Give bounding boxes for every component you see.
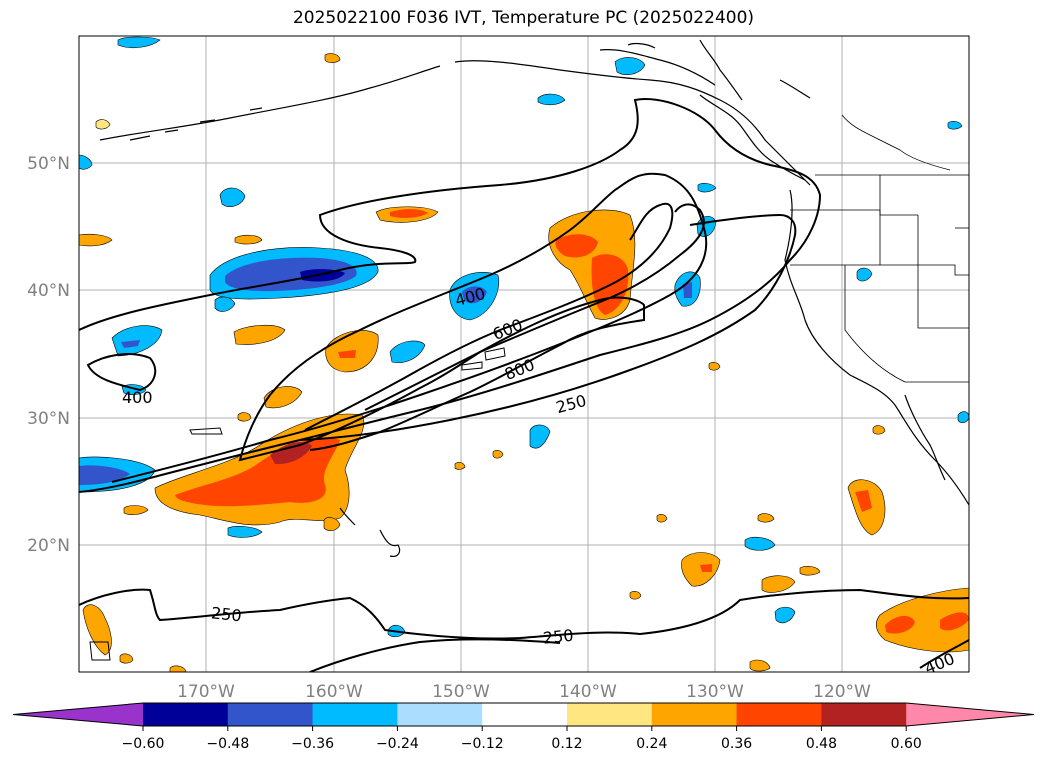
colorbar-segment [227,703,314,726]
colorbar-segment [312,703,398,726]
map-frame [79,36,969,672]
colorbar-segment [143,703,229,726]
islands [89,347,506,661]
colorbar-segment [736,703,822,726]
colorbar-tick-label: −0.24 [376,736,419,752]
colorbar-tick-label: −0.12 [461,736,504,752]
lon-label: 120°W [813,682,871,702]
colorbar-segment [821,703,907,726]
colorbar-tick-label: −0.36 [291,736,334,752]
colorbar-extend-high [906,703,1034,726]
ivt-contours [79,98,969,672]
contour-label: 250 [210,603,242,625]
gridlines [79,36,969,672]
colorbar-tick-label: 0.48 [806,736,837,752]
lon-label: 160°W [305,682,363,702]
lon-label: 130°W [686,682,744,702]
colorbar-extend-low [13,703,143,726]
lat-label: 30°N [27,409,70,429]
political-borders [790,114,969,383]
colorbar-tick-label: 0.24 [636,736,667,752]
contour-label: 400 [122,388,153,407]
colorbar-segment [397,703,483,726]
colorbar-tick-label: −0.60 [122,736,165,752]
colorbar-tick-label: −0.48 [206,736,249,752]
colorbar-segment [651,703,738,726]
lon-label: 170°W [177,682,235,702]
lon-label: 150°W [432,682,490,702]
colorbar: −0.60 −0.48 −0.36 −0.24 −0.12 0.12 0.24 0.36 0.4… [12,702,1035,752]
map-border [78,35,970,673]
colorbar-tick-label: 0.12 [551,736,582,752]
colorbar-tick-label: 0.36 [721,736,752,752]
colorbar-segment [567,703,653,726]
longitude-labels: 170°W 160°W 150°W 140°W 130°W 120°W [177,682,871,702]
contour-label: 250 [542,626,574,648]
positive-anomalies [79,53,969,672]
lat-label: 50°N [27,154,70,174]
latitude-labels: 50°N 40°N 30°N 20°N [27,154,70,556]
lat-label: 20°N [27,536,70,556]
colorbar-segment [482,703,568,726]
lat-label: 40°N [27,281,70,301]
lon-label: 140°W [559,682,617,702]
negative-anomalies [79,36,969,638]
colorbar-tick-label: 0.60 [891,736,922,752]
map-title: 2025022100 F036 IVT, Temperature PC (202… [292,8,755,28]
coastlines [99,39,969,557]
